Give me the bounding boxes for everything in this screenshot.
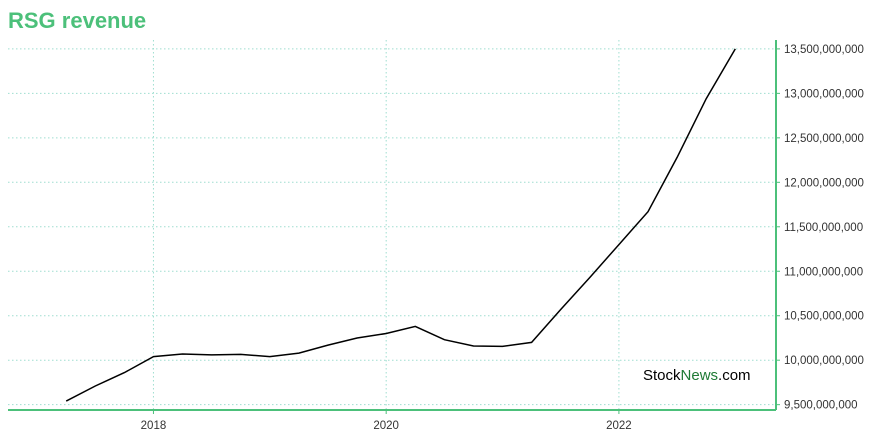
y-tick-label: 13,500,000,000 [784,44,864,56]
watermark-com: .com [718,367,751,384]
x-tick-label: 2020 [373,420,399,432]
chart-title: RSG revenue [8,8,147,33]
x-tick-label: 2018 [141,420,167,432]
y-tick-label: 10,000,000,000 [784,355,864,367]
tick-labels: 9,500,000,000 10,000,000,000 10,500,000,00… [141,44,864,432]
x-tick-label: 2022 [606,420,632,432]
watermark-news: News [681,367,719,384]
y-tick-label: 12,000,000,000 [784,177,864,189]
watermark-stock: Stock [643,367,681,384]
y-tick-label: 10,500,000,000 [784,311,864,323]
y-tick-label: 11,000,000,000 [784,266,863,278]
series-layer [65,48,736,402]
revenue-series-line [65,48,736,402]
y-tick-label: 9,500,000,000 [784,400,858,412]
y-tick-label: 12,500,000,000 [784,133,864,145]
watermark: StockNews.com [643,367,751,384]
y-tick-label: 11,500,000,000 [784,222,863,234]
y-tick-label: 13,000,000,000 [784,88,864,100]
axes [8,40,777,411]
gridlines [8,40,776,410]
